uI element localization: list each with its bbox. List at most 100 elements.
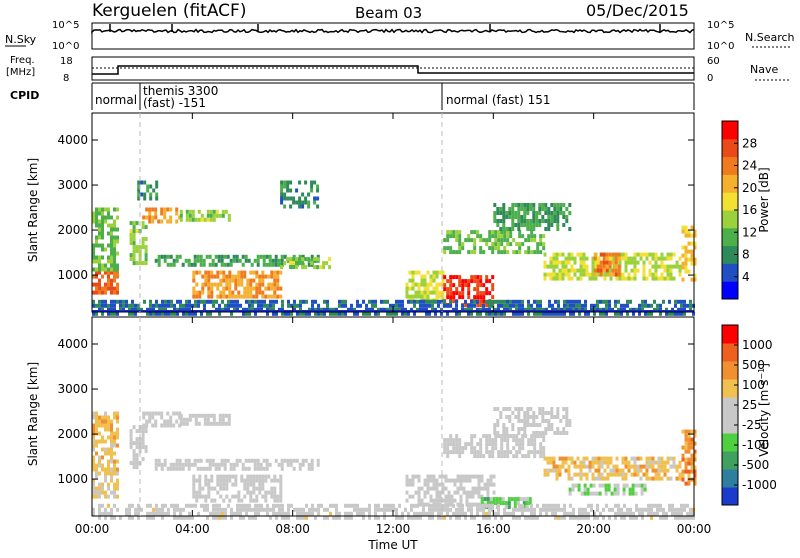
scatter-cell — [107, 282, 110, 287]
scatter-cell — [98, 259, 101, 264]
scatter-cell — [446, 291, 450, 296]
scatter-cell — [140, 180, 144, 185]
scatter-cell — [633, 472, 637, 477]
scatter-cell — [562, 203, 566, 207]
scatter-cell — [104, 451, 107, 456]
scatter-cell — [356, 507, 359, 512]
scatter-cell — [211, 262, 215, 267]
scatter-cell — [443, 299, 446, 304]
scatter-cell — [485, 442, 489, 447]
scatter-cell — [517, 215, 521, 219]
scatter-cell — [283, 204, 287, 209]
scatter-cell — [488, 442, 492, 447]
scatter-cell — [155, 503, 158, 508]
scatter-cell — [209, 217, 213, 222]
mode-label-normal: normal — [95, 93, 137, 107]
scatter-cell — [98, 299, 101, 304]
scatter-cell — [597, 272, 601, 277]
scatter-cell — [110, 307, 113, 312]
scatter-cell — [620, 311, 623, 316]
scatter-cell — [558, 252, 562, 257]
scatter-cell — [493, 215, 497, 219]
scatter-cell — [148, 219, 152, 224]
scatter-cell — [470, 250, 474, 255]
scatter-cell — [651, 468, 655, 473]
scatter-cell — [107, 511, 110, 516]
scatter-cell — [511, 219, 515, 223]
scatter-cell — [273, 290, 277, 295]
scatter-cell — [455, 311, 458, 316]
scatter-cell — [625, 483, 629, 488]
scatter-cell — [192, 486, 196, 491]
scatter-cell — [154, 411, 158, 416]
scatter-cell — [449, 279, 453, 284]
scatter-cell — [265, 458, 269, 463]
scatter-cell — [95, 490, 98, 495]
scatter-cell — [633, 256, 637, 261]
scatter-cell — [116, 235, 119, 240]
scatter-cell — [301, 265, 305, 270]
scatter-cell — [660, 252, 664, 257]
scatter-cell — [511, 427, 515, 431]
scatter-cell — [567, 476, 571, 481]
scatter-cell — [206, 503, 209, 508]
scatter-cell — [301, 192, 305, 197]
scatter-cell — [350, 515, 353, 520]
scatter-cell — [521, 234, 525, 239]
scatter-cell — [536, 450, 540, 455]
scatter-cell — [240, 270, 244, 275]
scatter-cell — [310, 258, 314, 263]
scatter-cell — [578, 511, 581, 516]
scatter-cell — [292, 458, 296, 463]
scatter-cell — [383, 503, 386, 508]
scatter-cell — [246, 474, 250, 479]
scatter-cell — [413, 311, 416, 316]
scatter-cell — [684, 465, 688, 470]
scatter-cell — [517, 407, 521, 411]
scatter-cell — [429, 478, 433, 483]
scatter-cell — [107, 307, 110, 312]
scatter-cell — [440, 515, 443, 520]
colorbar-segment — [722, 361, 738, 380]
scatter-cell — [502, 423, 506, 427]
scatter-cell — [195, 490, 199, 495]
scatter-cell — [149, 503, 152, 508]
scatter-cell — [550, 215, 554, 219]
scatter-cell — [654, 264, 658, 269]
scatter-cell — [276, 270, 280, 275]
scatter-cell — [497, 230, 501, 235]
scatter-cell — [207, 274, 211, 279]
scatter-cell — [521, 511, 524, 516]
scatter-cell — [608, 252, 612, 257]
scatter-cell — [521, 442, 525, 447]
scatter-cell — [488, 307, 491, 312]
scatter-cell — [157, 458, 161, 463]
scatter-cell — [237, 294, 241, 299]
scatter-cell — [529, 207, 533, 211]
scatter-cell — [155, 507, 158, 512]
scatter-cell — [590, 507, 593, 512]
scatter-cell — [347, 503, 350, 508]
scatter-cell — [447, 494, 451, 499]
scatter-cell — [302, 299, 305, 304]
scatter-cell — [196, 466, 200, 471]
scatter-cell — [254, 503, 257, 508]
scatter-cell — [515, 303, 518, 308]
scatter-cell — [624, 456, 628, 461]
scatter-cell — [95, 255, 98, 260]
scatter-cell — [95, 471, 98, 476]
scatter-cell — [95, 239, 98, 244]
scatter-cell — [132, 233, 136, 238]
scatter-cell — [584, 303, 587, 308]
scatter-cell — [553, 215, 557, 219]
scatter-cell — [479, 275, 483, 280]
scatter-cell — [289, 462, 293, 467]
nsky-trace — [91, 28, 695, 34]
scatter-cell — [104, 215, 107, 220]
scatter-cell — [578, 299, 581, 304]
scatter-cell — [179, 213, 183, 218]
scatter-cell — [368, 307, 371, 312]
scatter-cell — [284, 515, 287, 520]
scatter-cell — [281, 311, 284, 316]
scatter-cell — [687, 469, 691, 474]
